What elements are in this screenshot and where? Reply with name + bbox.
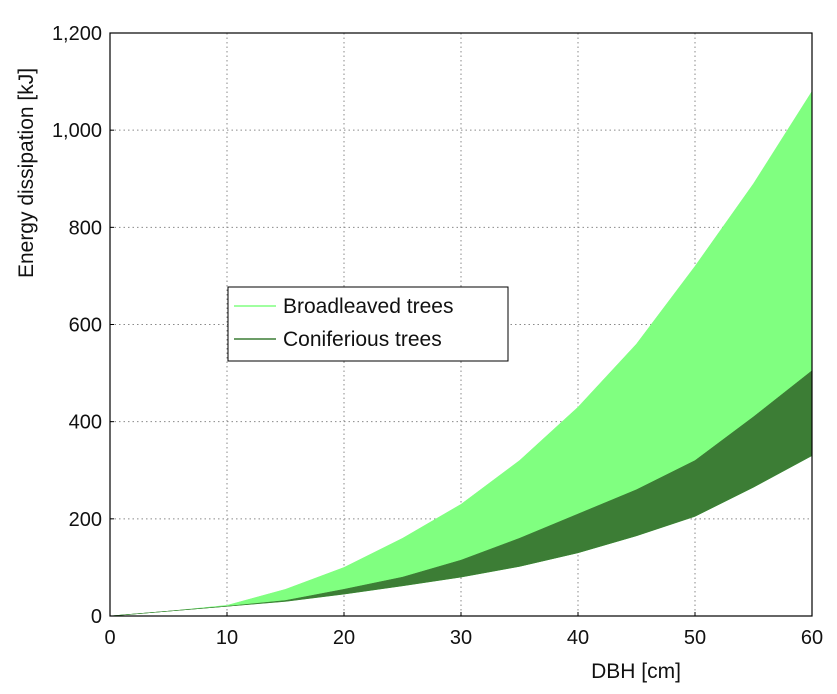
x-tick-label: 20 xyxy=(333,627,355,649)
x-tick-label: 50 xyxy=(684,627,706,649)
y-tick-label: 0 xyxy=(91,606,102,628)
y-tick-label: 1,000 xyxy=(52,120,102,142)
legend-label-coniferious: Coniferious trees xyxy=(283,328,442,351)
y-tick-label: 200 xyxy=(69,509,102,531)
y-tick-label: 1,200 xyxy=(52,23,102,45)
legend-label-broadleaved: Broadleaved trees xyxy=(283,295,453,318)
x-axis-title: DBH [cm] xyxy=(591,660,681,683)
legend: Broadleaved trees Coniferious trees xyxy=(227,286,509,362)
y-tick-label: 800 xyxy=(69,217,102,239)
x-tick-label: 60 xyxy=(801,627,823,649)
y-tick-label: 400 xyxy=(69,412,102,434)
x-tick-label: 0 xyxy=(104,627,115,649)
x-tick-label: 30 xyxy=(450,627,472,649)
y-tick-label: 600 xyxy=(69,315,102,337)
y-axis-title: Energy dissipation [kJ] xyxy=(15,68,38,278)
legend-box xyxy=(227,286,509,362)
x-tick-label: 10 xyxy=(216,627,238,649)
x-tick-label: 40 xyxy=(567,627,589,649)
